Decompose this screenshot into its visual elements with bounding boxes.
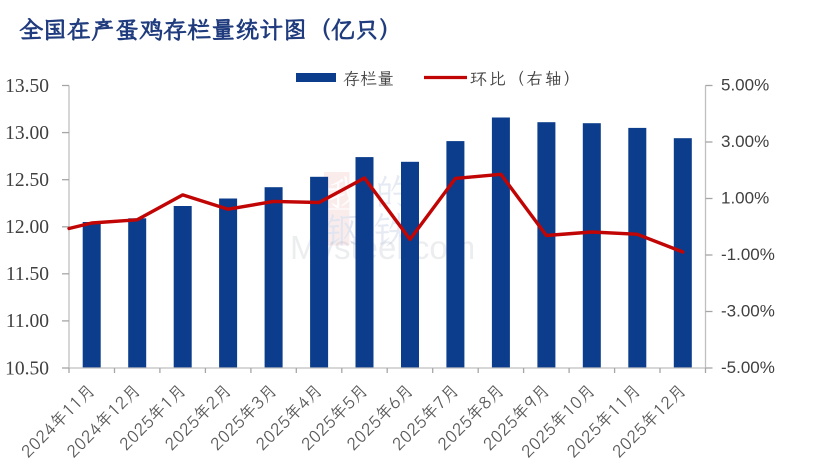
- svg-text:-5.00%: -5.00%: [721, 358, 775, 377]
- svg-text:-3.00%: -3.00%: [721, 302, 775, 321]
- svg-text:-1.00%: -1.00%: [721, 245, 775, 264]
- svg-text:12.00: 12.00: [5, 217, 49, 238]
- svg-text:13.00: 13.00: [5, 123, 49, 144]
- svg-text:13.50: 13.50: [5, 76, 49, 97]
- svg-text:3.00%: 3.00%: [721, 132, 769, 151]
- svg-text:1.00%: 1.00%: [721, 189, 769, 208]
- svg-text:5.00%: 5.00%: [721, 76, 769, 95]
- svg-text:10.50: 10.50: [5, 358, 49, 379]
- svg-text:11.50: 11.50: [6, 264, 49, 285]
- svg-text:12.50: 12.50: [5, 170, 49, 191]
- svg-text:11.00: 11.00: [6, 311, 49, 332]
